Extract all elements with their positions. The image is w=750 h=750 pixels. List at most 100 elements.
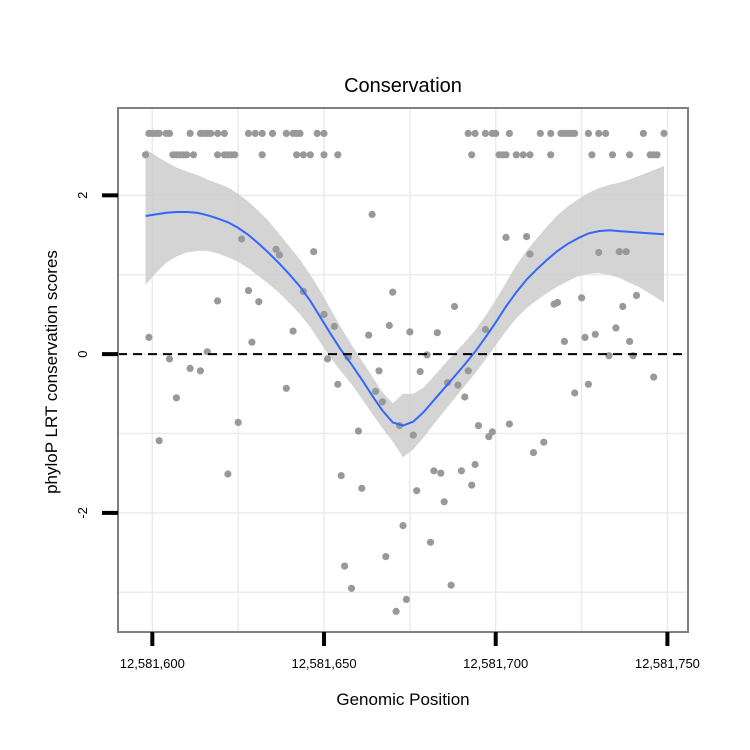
data-point (505, 420, 513, 428)
data-point (337, 472, 345, 480)
data-point (165, 355, 174, 363)
data-point (402, 595, 410, 604)
data-point (268, 129, 277, 137)
y-axis: -2 0 2 (75, 192, 118, 519)
data-point (605, 352, 613, 360)
data-point (347, 584, 356, 592)
data-point (581, 333, 589, 341)
data-point (471, 460, 479, 469)
data-point (481, 129, 489, 137)
data-point (471, 129, 479, 137)
data-point (334, 151, 342, 159)
data-point (365, 331, 373, 339)
data-point (231, 151, 239, 159)
data-point (214, 129, 222, 137)
data-point (155, 129, 163, 137)
data-point (378, 398, 386, 406)
y-tick-label: -2 (75, 507, 90, 519)
data-point (310, 248, 318, 256)
data-point (536, 129, 544, 137)
data-point (584, 380, 593, 388)
data-point (234, 418, 242, 426)
data-point (571, 389, 579, 397)
data-point (344, 353, 352, 361)
data-point (196, 367, 204, 375)
data-point (650, 373, 658, 381)
plot-panel (117, 107, 689, 633)
data-point (282, 384, 290, 392)
data-point (512, 151, 520, 159)
data-point (320, 129, 328, 137)
data-point (248, 338, 256, 346)
data-point (426, 538, 435, 546)
data-point (293, 151, 301, 159)
data-point (368, 210, 376, 218)
data-point (547, 129, 555, 137)
data-point (186, 129, 194, 137)
data-point (622, 248, 630, 256)
data-point (334, 380, 342, 388)
data-point (547, 151, 555, 159)
data-point (354, 427, 362, 435)
data-point (320, 310, 328, 318)
data-point (306, 151, 314, 159)
data-point (540, 438, 548, 446)
data-point (214, 297, 222, 305)
x-tick-label: 12,581,700 (463, 656, 528, 671)
y-axis-title: phyloP LRT conservation scores (42, 250, 61, 494)
data-point (323, 355, 332, 363)
x-tick-label: 12,581,600 (120, 656, 185, 671)
y-tick-label: 0 (75, 350, 90, 357)
data-point (275, 251, 283, 259)
data-point (660, 129, 668, 137)
data-point (244, 287, 253, 295)
data-point (461, 393, 469, 401)
data-point (437, 469, 445, 477)
panel-border (117, 107, 689, 633)
data-point (619, 302, 627, 311)
data-point (468, 481, 476, 489)
data-point (502, 233, 510, 241)
data-point (251, 129, 259, 137)
data-point (523, 233, 531, 241)
data-point (313, 129, 321, 137)
data-point (320, 151, 328, 159)
data-point (220, 129, 228, 137)
smooth-line (145, 211, 665, 427)
data-point (409, 431, 417, 439)
data-point (529, 449, 538, 457)
data-point (141, 151, 150, 159)
data-point (464, 129, 472, 137)
data-point (413, 487, 421, 495)
data-point (214, 151, 222, 159)
data-point (653, 151, 661, 159)
x-axis: 12,581,600 12,581,650 12,581,700 12,581,750 (120, 632, 700, 671)
data-point (450, 302, 459, 311)
data-point (584, 129, 593, 137)
data-point (457, 467, 465, 475)
data-point (282, 129, 290, 137)
data-point (155, 437, 163, 445)
data-point (186, 364, 194, 372)
data-point (481, 325, 489, 334)
data-point (588, 151, 596, 159)
data-point (595, 248, 603, 257)
data-point (389, 288, 397, 296)
data-point (526, 151, 534, 159)
data-point (416, 368, 424, 376)
data-point (289, 327, 297, 335)
data-point (165, 129, 174, 137)
data-point (505, 129, 513, 137)
data-point (571, 129, 579, 137)
x-tick-label: 12,581,750 (635, 656, 700, 671)
x-tick-label: 12,581,650 (291, 656, 356, 671)
data-point (526, 250, 534, 258)
data-point (488, 428, 496, 436)
data-point (272, 245, 280, 253)
data-point (595, 129, 603, 137)
data-point (224, 470, 232, 478)
data-point (385, 321, 393, 330)
data-point (258, 129, 266, 137)
y-tick-label: 2 (75, 192, 90, 199)
data-point (502, 151, 510, 159)
